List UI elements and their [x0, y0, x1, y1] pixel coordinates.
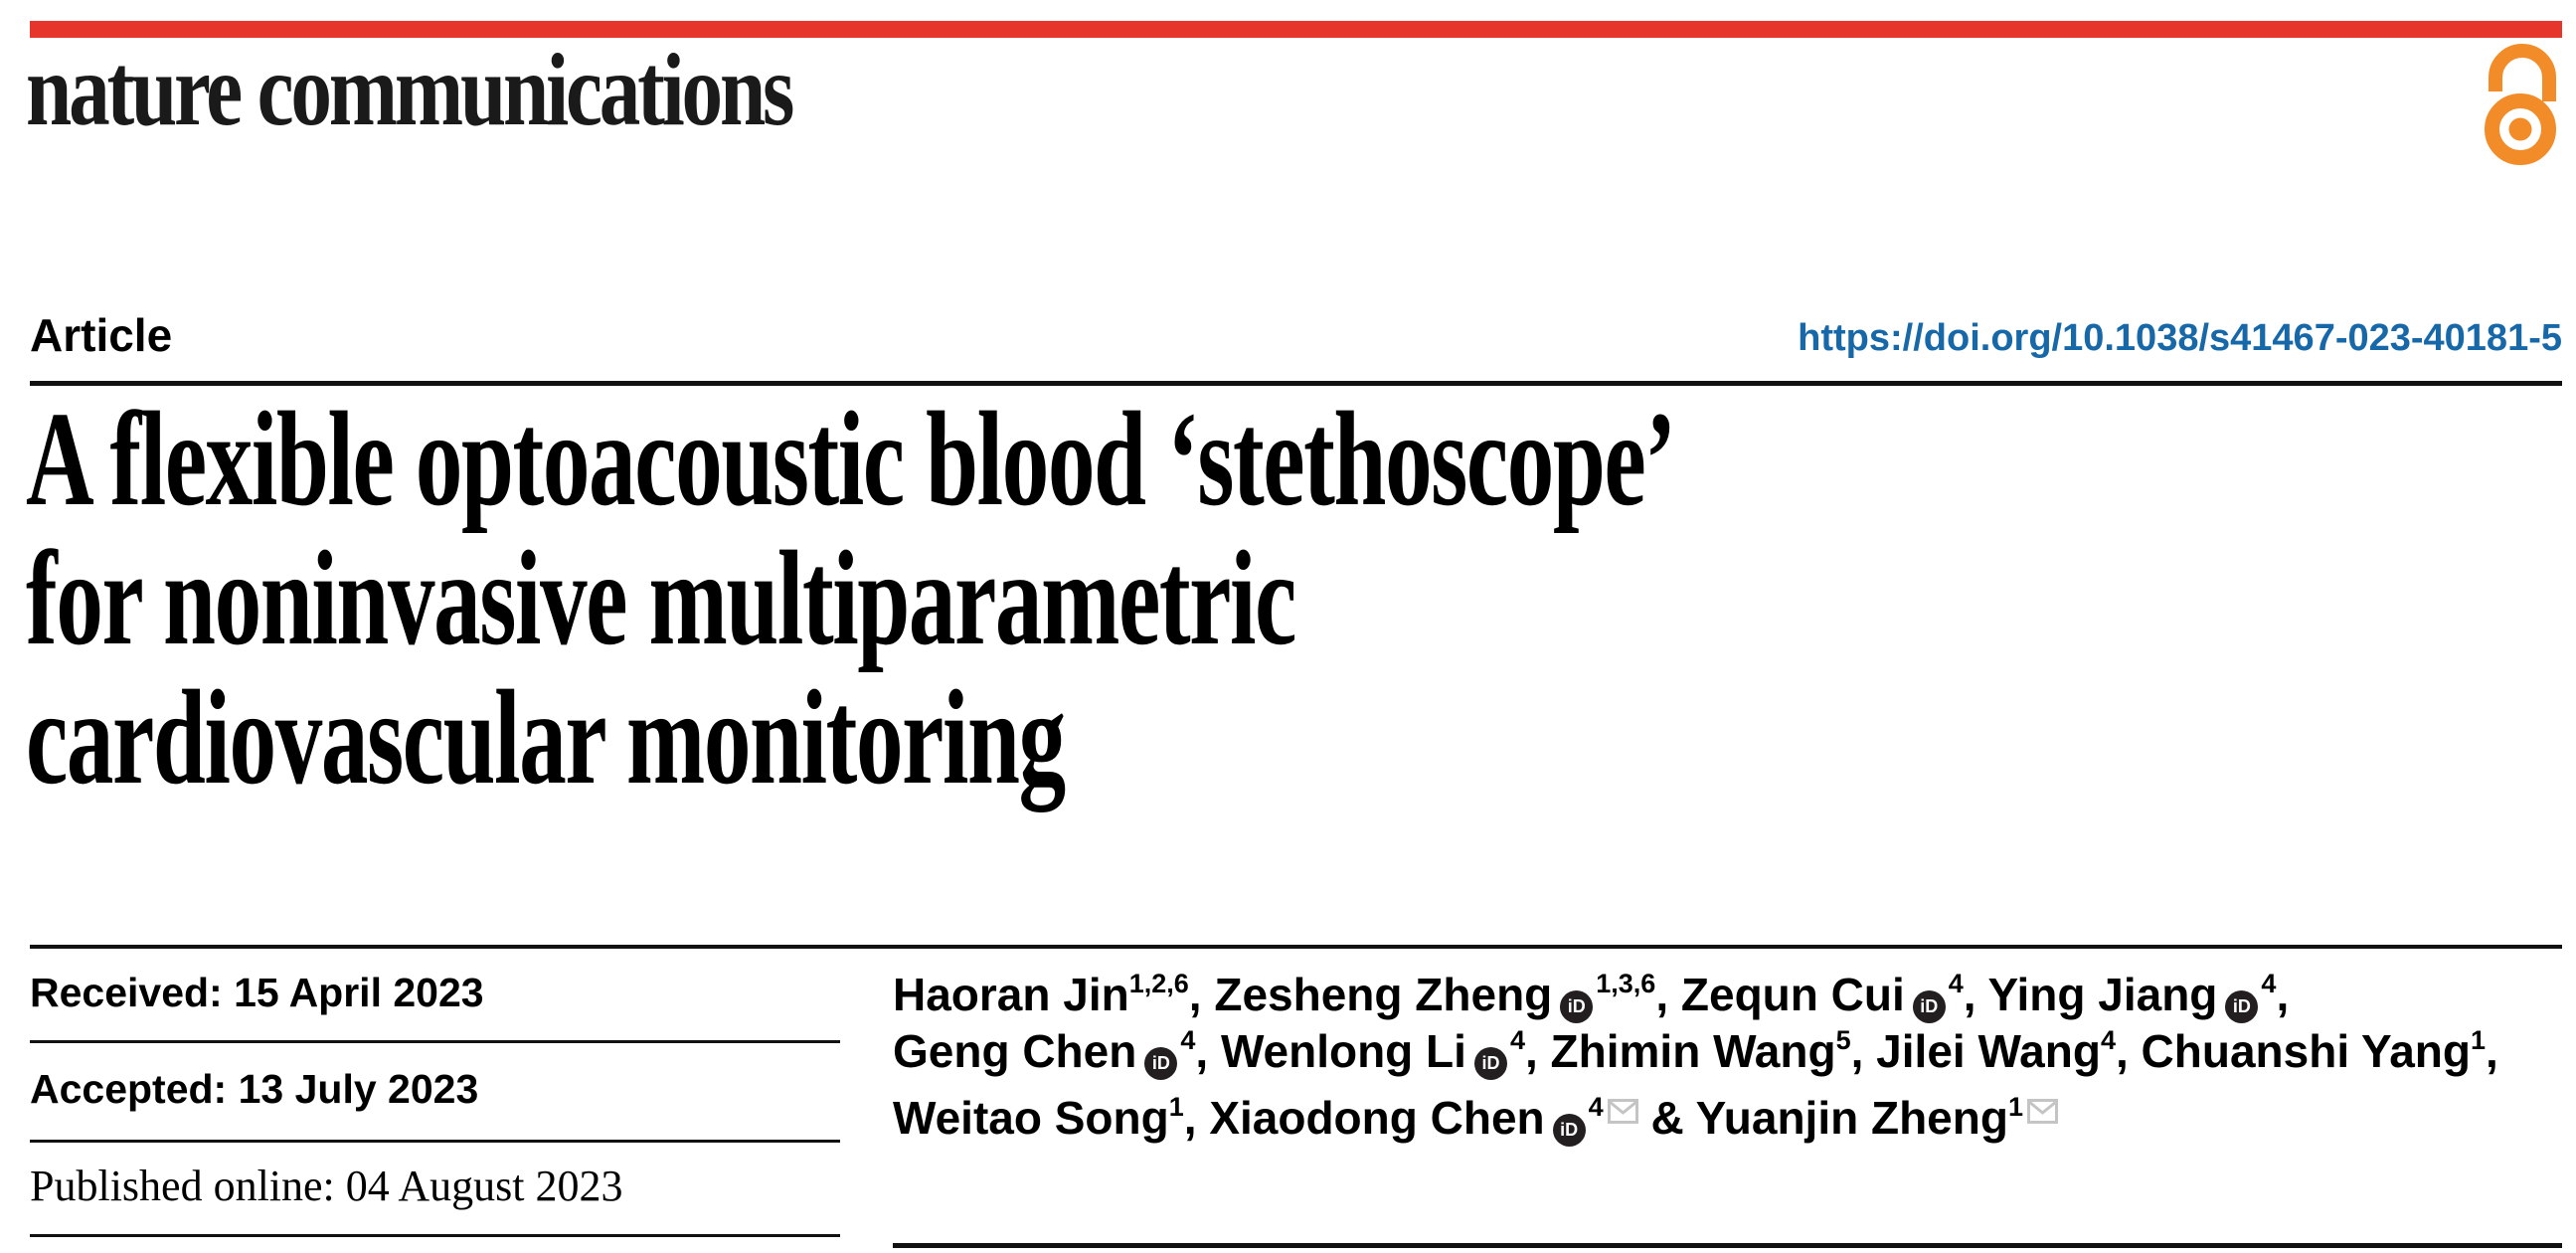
author-name: Zhimin Wang [1550, 1025, 1836, 1077]
doi-link[interactable]: https://doi.org/10.1038/s41467-023-40181… [1798, 317, 2562, 359]
journal-logo: nature communications [26, 33, 794, 147]
author-line: Weitao Song1, Xiaodong Chen iD4 & Yuanjin… [893, 1080, 2573, 1147]
orcid-icon[interactable]: iD [1473, 1047, 1507, 1080]
open-access-icon [2485, 44, 2556, 165]
author-separator: , [1524, 1025, 1551, 1077]
author-affiliation-superscript: 1 [2470, 1024, 2487, 1055]
received-date: Received: 15 April 2023 [30, 970, 484, 1015]
author-affiliation-superscript: 5 [1835, 1024, 1851, 1055]
author-name: Jilei Wang [1876, 1025, 2101, 1077]
author-affiliation-superscript: 4 [1588, 1091, 1604, 1122]
paper-title-line2: for noninvasive multiparametric [26, 524, 1296, 673]
published-date: Published online: 04 August 2023 [30, 1162, 623, 1210]
author-separator: , [1188, 969, 1215, 1020]
author-name: Zequn Cui [1680, 969, 1905, 1020]
orcid-icon[interactable]: iD [1560, 990, 1594, 1023]
author-list: Haoran Jin1,2,6, Zesheng Zheng iD1,3,6, Z… [893, 967, 2573, 1147]
email-icon[interactable] [2027, 1080, 2058, 1137]
author-affiliation-superscript: 1,2,6 [1128, 968, 1189, 998]
accepted-date: Accepted: 13 July 2023 [30, 1066, 479, 1112]
author-affiliation-superscript: 1 [2007, 1091, 2023, 1122]
author-name: Chuanshi Yang [2141, 1025, 2471, 1077]
author-affiliation-superscript: 1 [1168, 1091, 1184, 1122]
divider-under-article [30, 381, 2562, 386]
paper-title-line1: A flexible optoacoustic blood ‘stethosco… [26, 385, 1676, 534]
author-affiliation-superscript: 1,3,6 [1596, 968, 1656, 998]
divider-under-published [30, 1234, 840, 1237]
paper-title: A flexible optoacoustic blood ‘stethosco… [26, 385, 1676, 812]
author-separator: , [1850, 1025, 1877, 1077]
author-name: Ying Jiang [1987, 969, 2218, 1020]
email-icon[interactable] [1607, 1080, 1638, 1137]
article-type-label: Article [30, 309, 173, 361]
author-name: Yuanjin Zheng [1695, 1092, 2008, 1144]
author-name: Zesheng Zheng [1214, 969, 1553, 1020]
author-separator: , [2486, 1025, 2498, 1077]
divider-under-authors [893, 1243, 2562, 1248]
author-name: Wenlong Li [1220, 1025, 1466, 1077]
author-name: Weitao Song [893, 1092, 1169, 1144]
author-line: Haoran Jin1,2,6, Zesheng Zheng iD1,3,6, Z… [893, 967, 2573, 1023]
author-affiliation-superscript: 4 [1509, 1024, 1525, 1055]
paper-title-line3: cardiovascular monitoring [26, 663, 1066, 812]
divider-above-metadata [30, 945, 2562, 949]
author-separator: , [1183, 1092, 1210, 1144]
author-name: Xiaodong Chen [1209, 1092, 1545, 1144]
orcid-icon[interactable]: iD [2225, 990, 2259, 1023]
orcid-icon[interactable]: iD [1552, 1114, 1586, 1147]
author-affiliation-superscript: 4 [2100, 1024, 2116, 1055]
author-separator: & [1637, 1092, 1696, 1144]
top-red-bar [30, 21, 2562, 38]
author-affiliation-superscript: 4 [1948, 968, 1964, 998]
author-affiliation-superscript: 4 [1180, 1024, 1196, 1055]
author-affiliation-superscript: 4 [2261, 968, 2277, 998]
author-separator: , [1195, 1025, 1221, 1077]
author-name: Geng Chen [893, 1025, 1137, 1077]
author-separator: , [1963, 969, 1988, 1020]
author-name: Haoran Jin [893, 969, 1129, 1020]
author-separator: , [2276, 969, 2290, 1020]
author-line: Geng Chen iD4, Wenlong Li iD4, Zhimin Wang… [893, 1023, 2573, 1080]
orcid-icon[interactable]: iD [1144, 1047, 1178, 1080]
divider-under-received [30, 1040, 840, 1043]
orcid-icon[interactable]: iD [1912, 990, 1946, 1023]
author-separator: , [1655, 969, 1681, 1020]
divider-under-accepted [30, 1140, 840, 1143]
author-separator: , [2115, 1025, 2142, 1077]
